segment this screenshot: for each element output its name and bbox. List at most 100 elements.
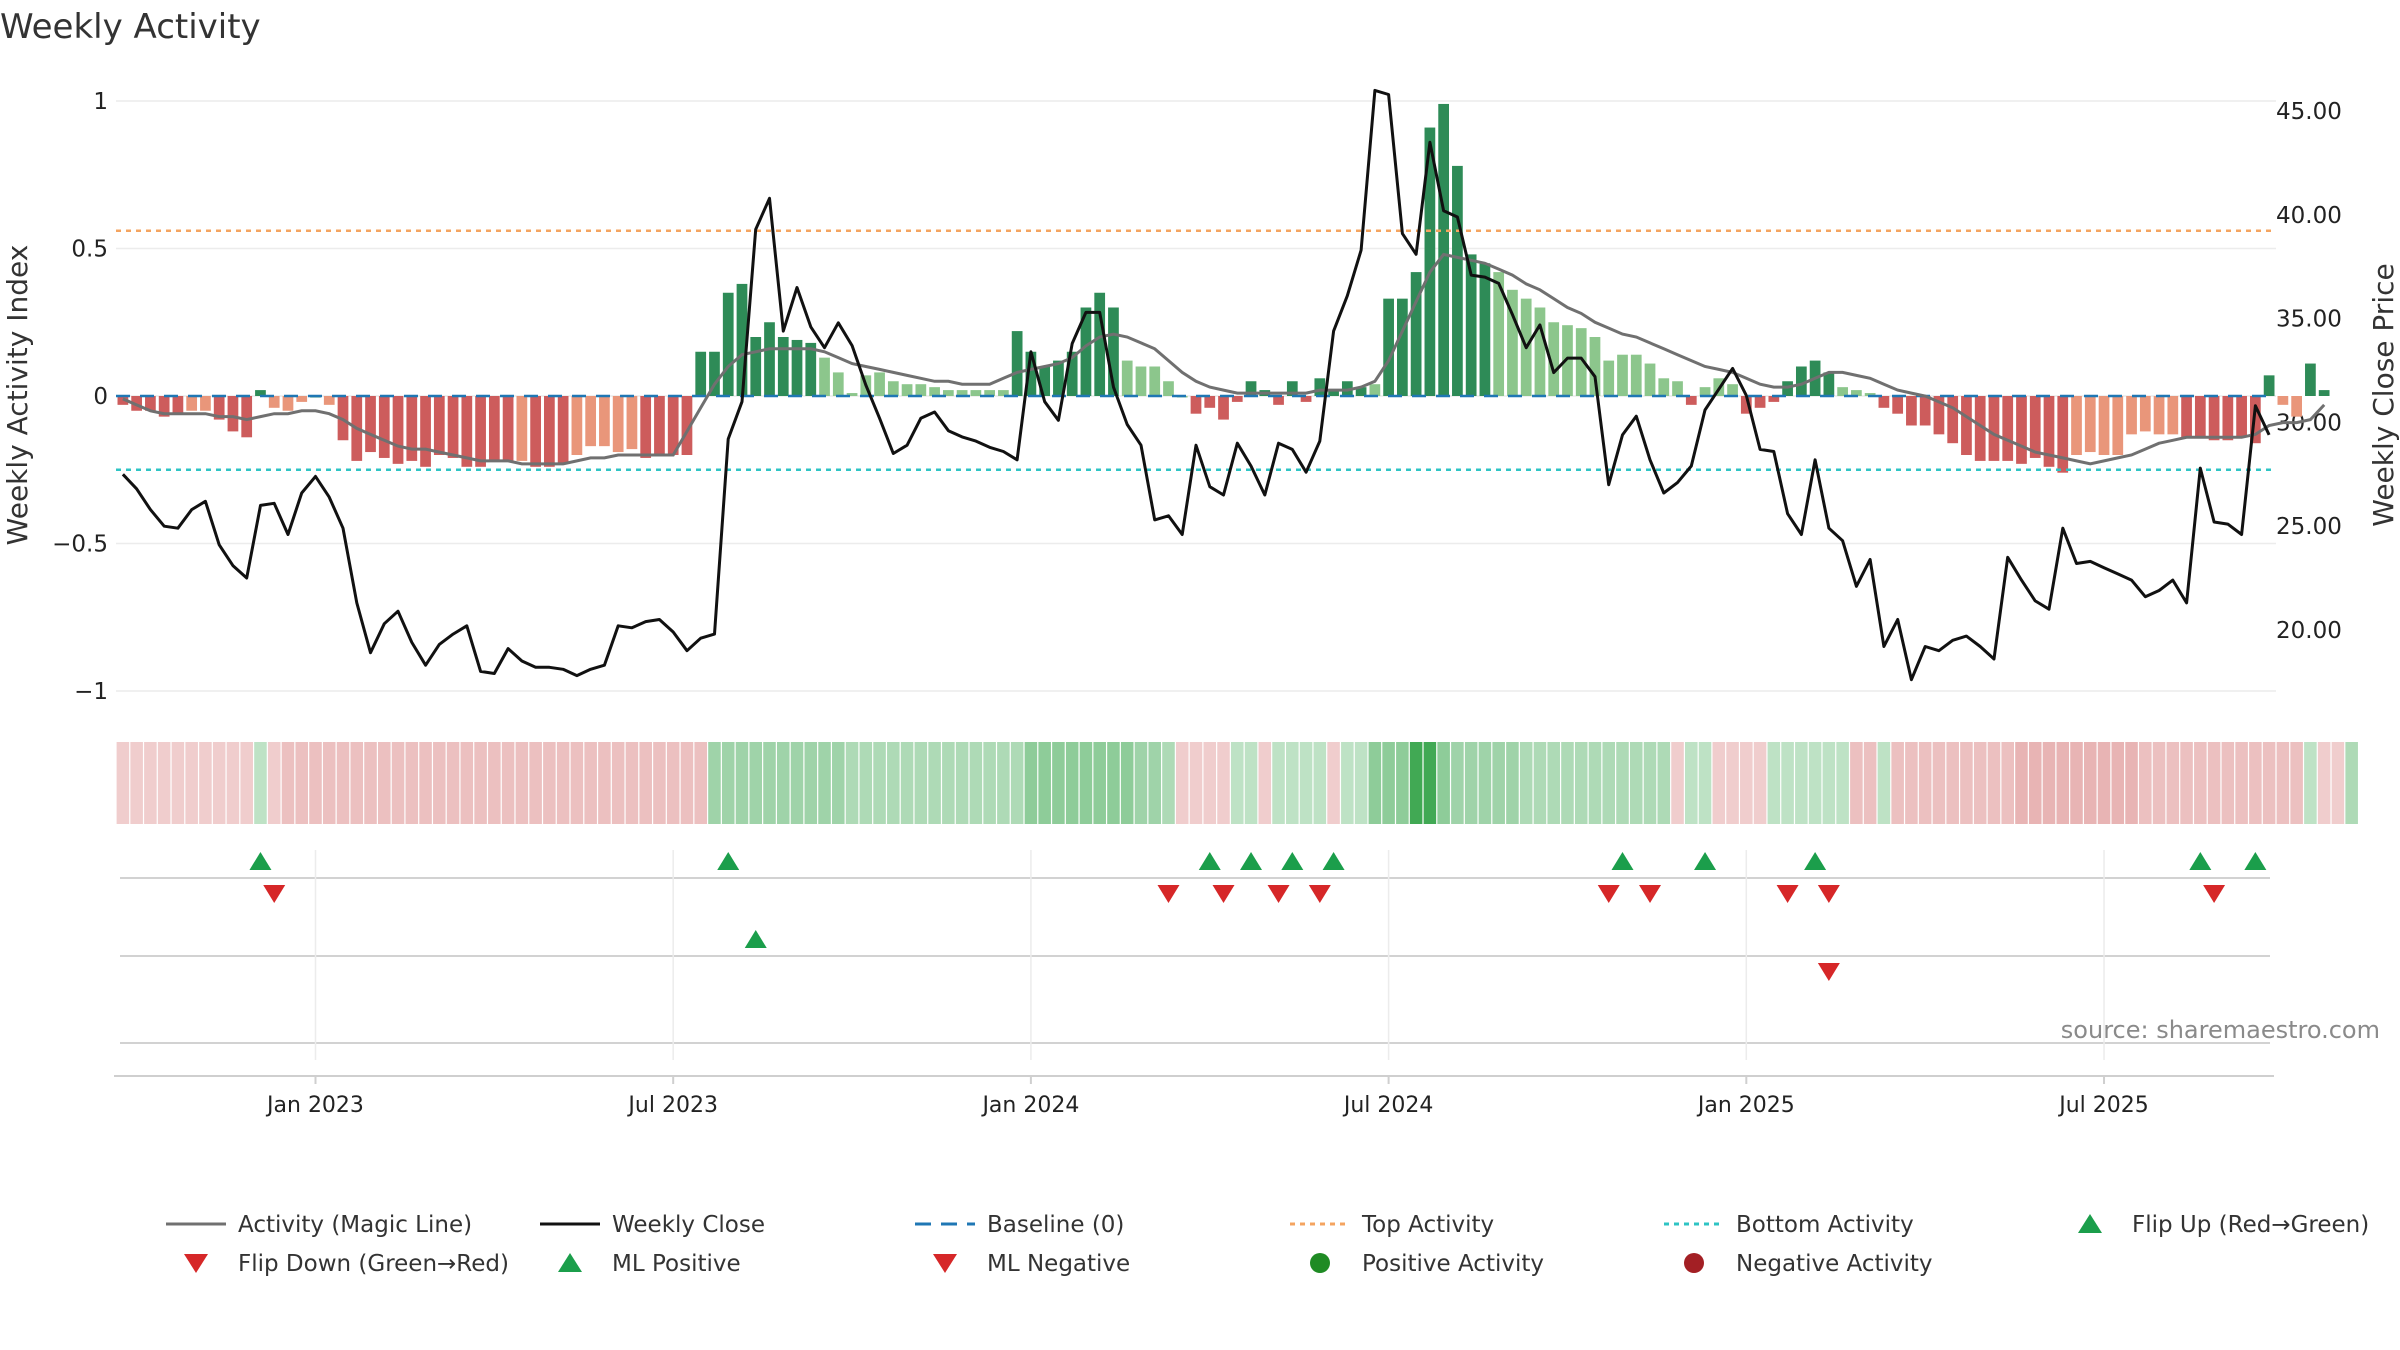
strength-cell xyxy=(199,742,212,824)
activity-bar xyxy=(2112,396,2124,455)
strength-cell xyxy=(1629,742,1643,824)
activity-bar xyxy=(433,396,445,455)
activity-bar xyxy=(1699,387,1711,396)
strength-cell xyxy=(501,742,515,824)
activity-bar xyxy=(1782,381,1793,396)
strength-cell xyxy=(1877,742,1891,824)
activity-bar xyxy=(1933,396,1945,435)
activity-bar xyxy=(2029,396,2041,458)
activity-bar xyxy=(846,393,858,396)
strength-cell xyxy=(2166,742,2180,824)
strength-cell xyxy=(1120,742,1134,824)
strength-cell xyxy=(1932,742,1946,824)
flip-markers xyxy=(120,850,2270,1060)
strength-cell xyxy=(144,742,157,824)
activity-bar xyxy=(1919,396,1931,426)
activity-bar xyxy=(681,396,693,455)
strength-cell xyxy=(556,742,570,824)
strength-cell xyxy=(1272,742,1285,824)
legend-label: ML Positive xyxy=(612,1251,741,1277)
activity-bar xyxy=(2139,396,2151,432)
legend-item: Activity (Magic Line) xyxy=(166,1212,472,1238)
activity-bar xyxy=(695,351,707,396)
strength-cell xyxy=(639,742,652,824)
legend-label: Flip Up (Red→Green) xyxy=(2132,1212,2369,1238)
activity-bar xyxy=(654,396,665,455)
activity-bar xyxy=(1424,127,1436,397)
flip-up-marker xyxy=(1322,852,1345,870)
strength-cell xyxy=(832,742,845,824)
activity-bar xyxy=(1149,366,1161,396)
strength-cell xyxy=(130,742,143,824)
activity-bar xyxy=(1754,396,1766,408)
x-tick-label: Jan 2024 xyxy=(980,1093,1079,1118)
activity-bar xyxy=(1961,396,1972,455)
activity-bars xyxy=(117,103,2330,473)
activity-bar xyxy=(2098,396,2110,455)
legend-item: Positive Activity xyxy=(1310,1251,1544,1277)
reference-lines xyxy=(116,229,2276,471)
activity-bar xyxy=(2263,375,2275,396)
strength-cell xyxy=(1574,742,1588,824)
activity-bar xyxy=(1644,363,1656,396)
activity-bar xyxy=(984,390,995,396)
activity-bar xyxy=(805,342,817,396)
strength-cell xyxy=(433,742,446,824)
activity-bar xyxy=(1452,165,1463,396)
x-axis: Jan 2023 Jul 2023 Jan 2024 Jul 2024 Jan 2025… xyxy=(114,1075,2274,1118)
x-tick-label: Jul 2024 xyxy=(1342,1093,1434,1118)
legend-label: ML Negative xyxy=(987,1251,1130,1277)
activity-bar xyxy=(1795,366,1807,396)
y-tick-label: 0.5 xyxy=(71,237,108,263)
legend-swatch xyxy=(1684,1253,1704,1273)
strength-cell xyxy=(391,742,405,824)
strength-cell xyxy=(1905,742,1918,824)
ml-positive-marker xyxy=(744,930,767,948)
flip-down-marker xyxy=(2203,885,2226,903)
activity-bar xyxy=(2016,396,2027,464)
activity-bar xyxy=(488,396,500,461)
y-tick-label: 1 xyxy=(93,89,108,115)
y-axis-ticks: 1 0.5 0 −0.5 −1 xyxy=(52,89,108,705)
strength-cell xyxy=(1010,742,1024,824)
activity-bar xyxy=(2153,396,2165,435)
legend-item: Weekly Close xyxy=(540,1212,765,1238)
legend-item: ML Negative xyxy=(933,1251,1130,1277)
flip-down-marker xyxy=(1639,885,1662,903)
activity-bar xyxy=(420,396,431,467)
strength-cell xyxy=(281,742,295,824)
flip-down-marker xyxy=(1308,885,1331,903)
strength-cell xyxy=(2056,742,2070,824)
strength-cell xyxy=(928,742,941,824)
activity-bar xyxy=(200,396,211,411)
flip-up-marker xyxy=(1694,852,1717,870)
activity-bar xyxy=(461,396,473,467)
activity-bar xyxy=(241,396,253,438)
flip-up-marker xyxy=(1611,852,1634,870)
activity-bar xyxy=(392,396,404,464)
strength-cell xyxy=(1671,742,1684,824)
strength-cell xyxy=(212,742,226,824)
activity-bar xyxy=(213,396,225,420)
activity-bar xyxy=(1231,396,1243,402)
x-tick-label: Jan 2025 xyxy=(1696,1093,1795,1118)
activity-bar xyxy=(1273,396,1284,405)
strength-cell xyxy=(1368,742,1382,824)
strength-cell xyxy=(914,742,928,824)
activity-strength-strip xyxy=(116,742,2358,824)
activity-bar xyxy=(874,372,885,396)
activity-bar xyxy=(887,381,899,396)
flip-up-marker xyxy=(1281,852,1304,870)
strength-cell xyxy=(1946,742,1959,824)
strength-cell xyxy=(1244,742,1258,824)
activity-bar xyxy=(1988,396,2000,461)
activity-bar xyxy=(1094,292,1106,396)
strength-cell xyxy=(460,742,474,824)
legend-item: Bottom Activity xyxy=(1664,1212,1914,1238)
activity-bar xyxy=(1479,263,1491,396)
magic-line-series xyxy=(122,252,2326,466)
x-tick-label: Jul 2025 xyxy=(2057,1093,2149,1118)
legend-swatch xyxy=(1310,1253,1330,1273)
activity-bar xyxy=(1025,351,1037,396)
